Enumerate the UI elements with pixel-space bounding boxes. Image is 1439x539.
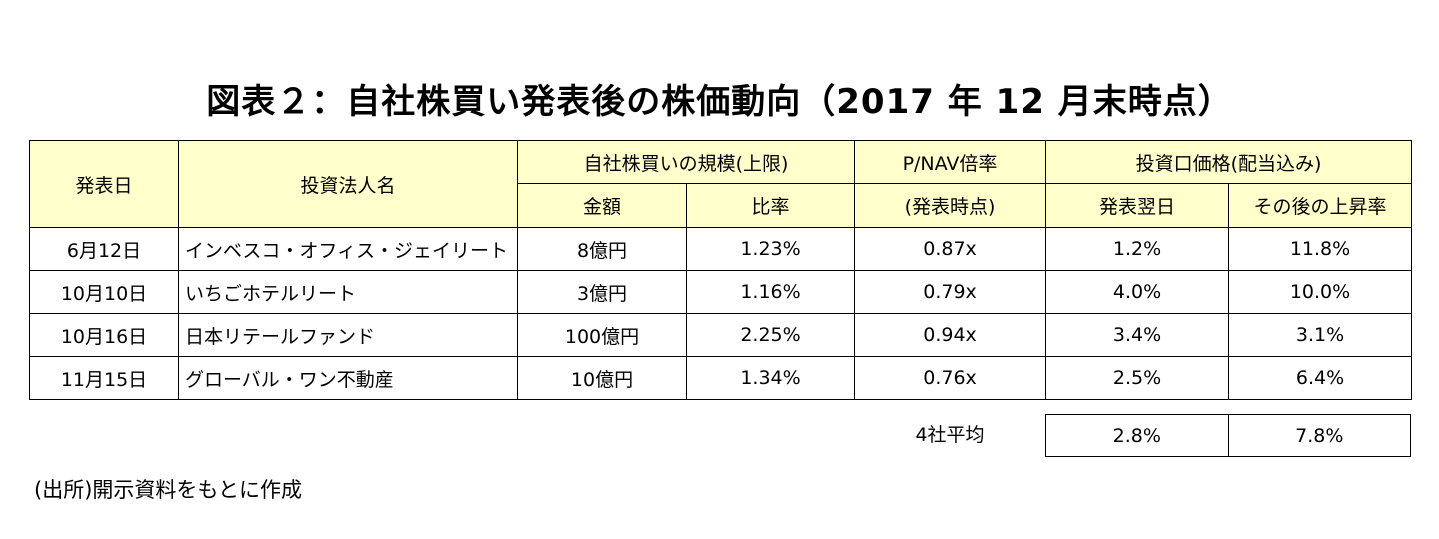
average-row: 2.8% 7.8% xyxy=(1045,414,1411,457)
cell-next-day: 4.0% xyxy=(1045,270,1230,314)
table-row: 11月15日 グローバル・ワン不動産 10億円 1.34% 0.76x 2.5%… xyxy=(29,356,1413,400)
cell-date: 10月16日 xyxy=(29,313,179,357)
table-row: 10月16日 日本リテールファンド 100億円 2.25% 0.94x 3.4%… xyxy=(29,313,1413,357)
document-title: 図表２：自社株買い発表後の株価動向（2017 年 12 月末時点） xyxy=(206,82,1233,122)
cell-ratio: 1.16% xyxy=(685,270,856,314)
header-row-1: 発表日 投資法人名 自社株買いの規模(上限) P/NAV倍率 投資口価格(配当込… xyxy=(29,140,1413,228)
cell-ratio: 2.25% xyxy=(685,313,856,357)
cell-after: 6.4% xyxy=(1228,356,1413,400)
average-after: 7.8% xyxy=(1227,414,1411,457)
cell-pnav: 0.76x xyxy=(854,356,1047,400)
table-row: 10月10日 いちごホテルリート 3億円 1.16% 0.79x 4.0% 10… xyxy=(29,270,1413,314)
header-buyback: 自社株買いの規模(上限) xyxy=(516,140,856,184)
cell-date: 6月12日 xyxy=(29,227,179,271)
average-next-day: 2.8% xyxy=(1045,414,1229,457)
cell-after: 3.1% xyxy=(1228,313,1413,357)
cell-pnav: 0.94x xyxy=(854,313,1047,357)
average-table: 2.8% 7.8% xyxy=(1045,414,1411,457)
cell-pnav: 0.79x xyxy=(854,270,1047,314)
header-return: 投資口価格(配当込み) xyxy=(1045,140,1413,184)
cell-pnav: 0.87x xyxy=(854,227,1047,271)
cell-name: グローバル・ワン不動産 xyxy=(178,356,518,400)
cell-after: 11.8% xyxy=(1228,227,1413,271)
cell-amount: 10億円 xyxy=(517,356,687,400)
header-next-day: 発表翌日 xyxy=(1045,183,1230,228)
cell-next-day: 3.4% xyxy=(1045,313,1230,357)
cell-date: 10月10日 xyxy=(29,270,179,314)
cell-ratio: 1.23% xyxy=(685,227,856,271)
cell-amount: 100億円 xyxy=(517,313,687,357)
cell-name: いちごホテルリート xyxy=(178,270,518,314)
average-label: 4社平均 xyxy=(915,424,985,446)
header-name: 投資法人名 xyxy=(178,140,518,228)
header-amount: 金額 xyxy=(517,183,687,228)
header-after: その後の上昇率 xyxy=(1228,183,1413,228)
header-ratio: 比率 xyxy=(685,183,856,228)
table-row: 6月12日 インベスコ・オフィス・ジェイリート 8億円 1.23% 0.87x … xyxy=(29,227,1413,271)
cell-amount: 3億円 xyxy=(517,270,687,314)
header-pnav-line1: P/NAV倍率 xyxy=(854,140,1047,184)
cell-ratio: 1.34% xyxy=(685,356,856,400)
source-note: (出所)開示資料をもとに作成 xyxy=(34,478,302,502)
cell-amount: 8億円 xyxy=(517,227,687,271)
header-row-2: 金額 比率 (発表時点) 発表翌日 その後の上昇率 xyxy=(30,183,1413,228)
header-pnav-line2: (発表時点) xyxy=(854,183,1047,228)
cell-after: 10.0% xyxy=(1228,270,1413,314)
cell-next-day: 2.5% xyxy=(1045,356,1230,400)
cell-name: インベスコ・オフィス・ジェイリート xyxy=(178,227,518,271)
cell-next-day: 1.2% xyxy=(1045,227,1230,271)
cell-name: 日本リテールファンド xyxy=(178,313,518,357)
cell-date: 11月15日 xyxy=(29,356,179,400)
buyback-table: 発表日 投資法人名 自社株買いの規模(上限) P/NAV倍率 投資口価格(配当込… xyxy=(29,140,1413,400)
header-date: 発表日 xyxy=(29,140,179,228)
